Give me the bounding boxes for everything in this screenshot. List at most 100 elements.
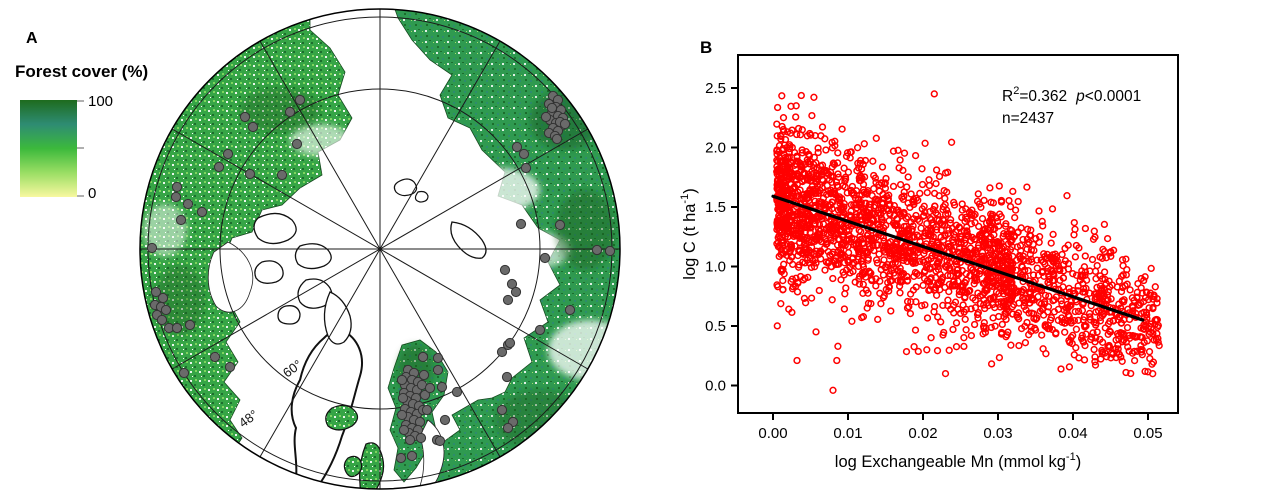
forest-cover-legend-title: Forest cover (%): [15, 62, 149, 81]
site-marker: [551, 133, 563, 145]
site-marker: [421, 404, 433, 416]
colorbar-tick-top: [77, 100, 84, 102]
site-marker: [451, 386, 463, 398]
site-marker: [511, 141, 523, 153]
x-axis-title: log Exchangeable Mn (mmol kg-1): [835, 451, 1081, 471]
site-marker: [496, 346, 508, 358]
site-marker: [160, 304, 172, 316]
site-marker: [247, 121, 259, 133]
site-marker: [171, 181, 183, 193]
site-marker: [396, 409, 408, 421]
y-tick-marks: [731, 87, 738, 387]
site-marker: [415, 432, 427, 444]
svg-text:1.5: 1.5: [705, 199, 726, 216]
site-marker: [395, 452, 407, 464]
site-marker: [184, 319, 196, 331]
site-marker: [496, 404, 508, 416]
site-marker: [520, 162, 532, 174]
colorbar-min-label: 0: [88, 185, 97, 202]
svg-text:0.02: 0.02: [908, 425, 937, 442]
site-marker: [436, 381, 448, 393]
panel-b-label: B: [700, 38, 712, 57]
polar-forest-map: 60° 48°: [139, 8, 621, 490]
svg-text:0.03: 0.03: [983, 425, 1012, 442]
site-marker: [506, 278, 518, 290]
site-marker: [559, 118, 571, 130]
colorbar-tick-mid: [77, 147, 84, 149]
site-marker: [224, 361, 236, 373]
svalbard: [393, 178, 429, 203]
x-tick-labels: 0.00 0.01 0.02 0.03 0.04 0.05: [758, 425, 1162, 442]
panel-a-label: A: [26, 30, 38, 47]
forest-cover-colorbar: [20, 100, 77, 197]
site-marker: [284, 106, 296, 118]
site-marker: [417, 351, 429, 363]
site-marker: [439, 414, 451, 426]
site-marker: [499, 264, 511, 276]
site-marker: [294, 94, 306, 106]
site-marker: [502, 422, 514, 434]
site-marker: [404, 434, 416, 446]
colorbar-tick-bottom: [77, 195, 84, 197]
regression-line: [771, 194, 1145, 322]
site-marker: [196, 206, 208, 218]
svg-text:0.04: 0.04: [1058, 425, 1087, 442]
site-marker: [518, 148, 530, 160]
site-marker: [591, 244, 603, 256]
site-marker: [171, 322, 183, 334]
site-marker: [170, 191, 182, 203]
site-marker: [515, 218, 527, 230]
site-marker: [432, 364, 444, 376]
site-marker: [418, 369, 430, 381]
svg-text:0.00: 0.00: [758, 425, 787, 442]
site-marker: [209, 351, 221, 363]
svg-text:0.5: 0.5: [705, 318, 726, 335]
y-axis-title: log C (t ha-1): [680, 188, 699, 279]
site-marker: [406, 450, 418, 462]
svg-text:0.05: 0.05: [1133, 425, 1162, 442]
plot-frame: [737, 54, 1179, 414]
x-tick-marks: [772, 413, 1149, 420]
site-marker: [434, 435, 446, 447]
site-marker: [502, 294, 514, 306]
site-marker: [539, 252, 551, 264]
site-marker: [396, 374, 408, 386]
stats-annotation-line1: R2=0.362 p<0.0001: [1002, 85, 1141, 105]
site-marker: [397, 392, 409, 404]
site-marker: [554, 219, 566, 231]
british-isles: [343, 442, 385, 489]
site-marker: [150, 286, 162, 298]
latitude-circle-60: [219, 88, 541, 410]
site-marker: [398, 424, 410, 436]
site-marker: [432, 352, 444, 364]
site-marker: [501, 371, 513, 383]
sample-site-markers: [146, 90, 616, 464]
site-marker: [564, 304, 576, 316]
site-marker: [178, 367, 190, 379]
site-marker: [540, 111, 552, 123]
site-marker: [156, 314, 168, 326]
site-marker: [244, 168, 256, 180]
site-marker: [291, 138, 303, 150]
site-marker: [604, 245, 616, 257]
arctic-archipelago: [253, 212, 352, 345]
site-marker: [146, 242, 158, 254]
svg-text:0.0: 0.0: [705, 378, 726, 395]
site-marker: [175, 214, 187, 226]
site-marker: [419, 389, 431, 401]
iceland: [325, 404, 359, 431]
svg-text:2.5: 2.5: [705, 80, 726, 97]
site-marker: [424, 382, 436, 394]
site-marker: [239, 111, 251, 123]
stats-annotation-line2: n=2437: [1002, 110, 1054, 127]
scatter-points: [773, 90, 1163, 394]
site-marker: [510, 286, 522, 298]
site-marker: [182, 198, 194, 210]
site-marker: [504, 337, 516, 349]
svg-text:0.01: 0.01: [833, 425, 862, 442]
site-marker: [157, 292, 169, 304]
map-boundary-circle: [139, 8, 621, 490]
y-tick-labels: 0.0 0.5 1.0 1.5 2.0 2.5: [705, 80, 726, 395]
svg-text:1.0: 1.0: [705, 259, 726, 276]
